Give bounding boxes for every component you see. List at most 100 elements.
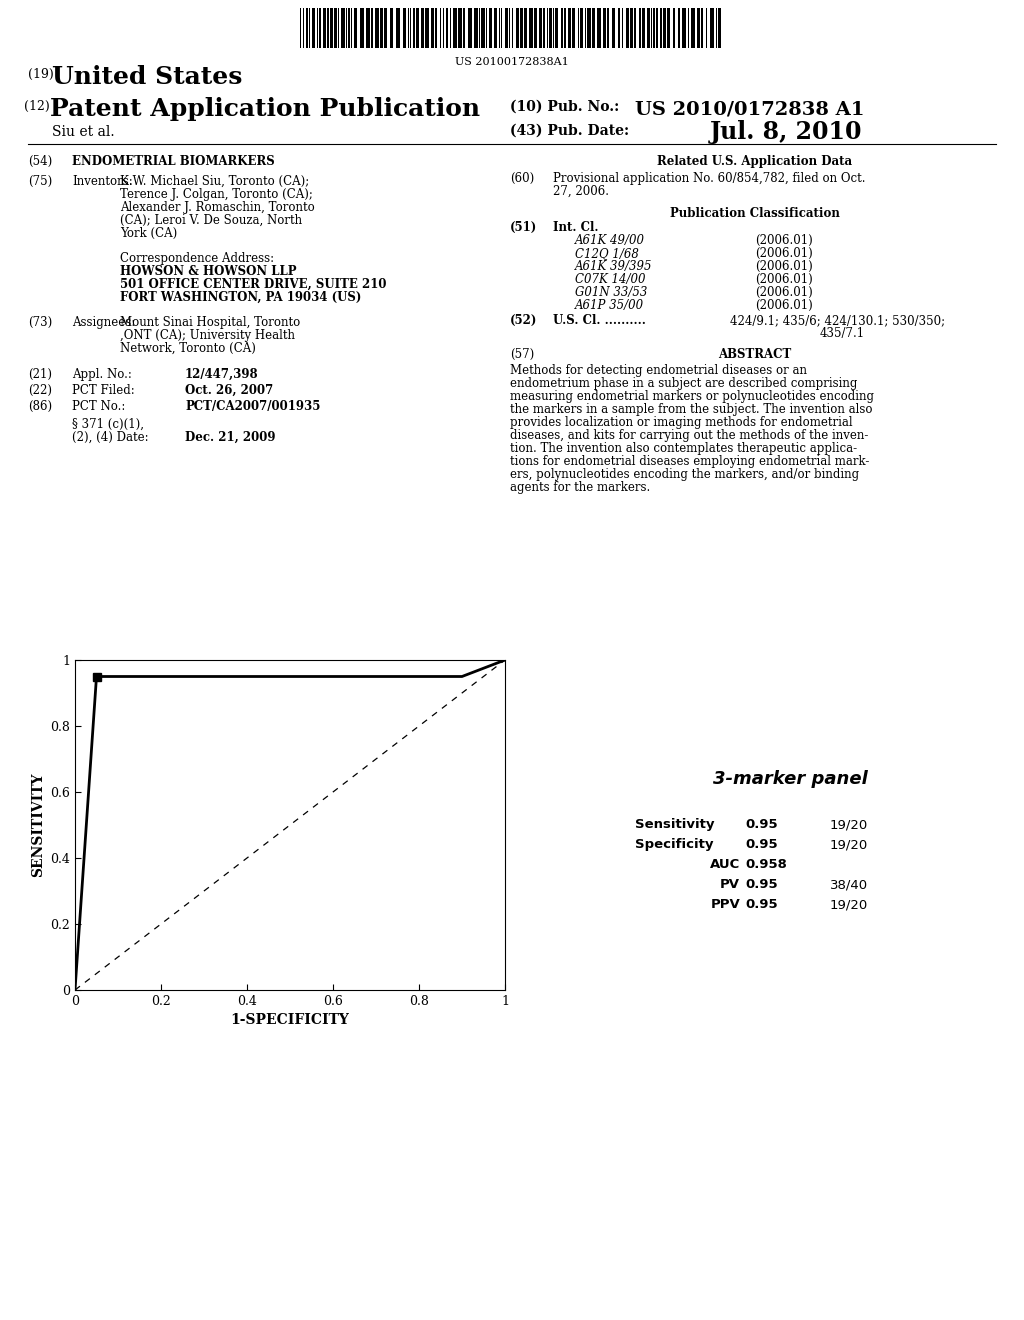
- Text: 0.95: 0.95: [745, 878, 777, 891]
- Text: Dec. 21, 2009: Dec. 21, 2009: [185, 432, 275, 444]
- Bar: [390, 8, 393, 48]
- Bar: [572, 8, 575, 48]
- Text: (2006.01): (2006.01): [755, 247, 813, 260]
- Text: (19): (19): [28, 69, 53, 81]
- Bar: [425, 8, 429, 48]
- Text: Provisional application No. 60/854,782, filed on Oct.: Provisional application No. 60/854,782, …: [553, 172, 865, 185]
- Text: Terence J. Colgan, Toronto (CA);: Terence J. Colgan, Toronto (CA);: [120, 187, 313, 201]
- Bar: [587, 8, 591, 48]
- Text: (75): (75): [28, 176, 52, 187]
- Bar: [421, 8, 424, 48]
- Text: PCT/CA2007/001935: PCT/CA2007/001935: [185, 400, 321, 413]
- Text: Alexander J. Romaschin, Toronto: Alexander J. Romaschin, Toronto: [120, 201, 314, 214]
- Bar: [718, 8, 721, 48]
- Bar: [667, 8, 670, 48]
- Bar: [682, 8, 686, 48]
- Text: US 2010/0172838 A1: US 2010/0172838 A1: [635, 100, 864, 117]
- Text: Inventors:: Inventors:: [72, 176, 133, 187]
- Text: 0.958: 0.958: [745, 858, 786, 871]
- Bar: [564, 8, 566, 48]
- Text: Methods for detecting endometrial diseases or an: Methods for detecting endometrial diseas…: [510, 364, 807, 378]
- Text: (21): (21): [28, 368, 52, 381]
- Text: U.S. Cl. ..........: U.S. Cl. ..........: [553, 314, 646, 327]
- Bar: [416, 8, 419, 48]
- Text: Related U.S. Application Data: Related U.S. Application Data: [657, 154, 853, 168]
- Text: diseases, and kits for carrying out the methods of the inven-: diseases, and kits for carrying out the …: [510, 429, 868, 442]
- Bar: [534, 8, 537, 48]
- Bar: [639, 8, 641, 48]
- Text: tion. The invention also contemplates therapeutic applica-: tion. The invention also contemplates th…: [510, 442, 857, 455]
- Bar: [396, 8, 400, 48]
- Text: ,ONT (CA); University Health: ,ONT (CA); University Health: [120, 329, 295, 342]
- Text: A61K 49/00: A61K 49/00: [575, 234, 645, 247]
- Text: 0.95: 0.95: [745, 838, 777, 851]
- Text: (86): (86): [28, 400, 52, 413]
- Text: 19/20: 19/20: [830, 898, 868, 911]
- Text: A61P 35/00: A61P 35/00: [575, 300, 644, 312]
- Bar: [481, 8, 485, 48]
- Bar: [380, 8, 383, 48]
- Text: Patent Application Publication: Patent Application Publication: [50, 96, 480, 121]
- Bar: [597, 8, 601, 48]
- Text: PCT No.:: PCT No.:: [72, 400, 125, 413]
- Bar: [568, 8, 571, 48]
- Text: PCT Filed:: PCT Filed:: [72, 384, 135, 397]
- Bar: [520, 8, 523, 48]
- Bar: [529, 8, 534, 48]
- Bar: [334, 8, 337, 48]
- Bar: [384, 8, 387, 48]
- Bar: [341, 8, 345, 48]
- Bar: [607, 8, 609, 48]
- Text: Network, Toronto (CA): Network, Toronto (CA): [120, 342, 256, 355]
- Bar: [360, 8, 364, 48]
- Text: (57): (57): [510, 348, 535, 360]
- Bar: [319, 8, 321, 48]
- Bar: [653, 8, 655, 48]
- Text: 19/20: 19/20: [830, 818, 868, 832]
- Text: (51): (51): [510, 220, 538, 234]
- Text: ers, polynucleotides encoding the markers, and/or binding: ers, polynucleotides encoding the marker…: [510, 469, 859, 480]
- Bar: [463, 8, 465, 48]
- Text: United States: United States: [52, 65, 243, 88]
- Text: PV: PV: [720, 878, 740, 891]
- Bar: [656, 8, 658, 48]
- Text: York (CA): York (CA): [120, 227, 177, 240]
- Y-axis label: SENSITIVITY: SENSITIVITY: [31, 772, 45, 878]
- Text: Assignees:: Assignees:: [72, 315, 135, 329]
- Text: § 371 (c)(1),: § 371 (c)(1),: [72, 418, 144, 432]
- Bar: [403, 8, 406, 48]
- Text: measuring endometrial markers or polynucleotides encoding: measuring endometrial markers or polynuc…: [510, 389, 874, 403]
- Text: (12): (12): [24, 100, 50, 114]
- Bar: [634, 8, 636, 48]
- Bar: [371, 8, 373, 48]
- Text: Mount Sinai Hospital, Toronto: Mount Sinai Hospital, Toronto: [120, 315, 300, 329]
- Bar: [663, 8, 666, 48]
- Bar: [435, 8, 437, 48]
- Bar: [366, 8, 370, 48]
- Text: Specificity: Specificity: [635, 838, 714, 851]
- Bar: [630, 8, 633, 48]
- Bar: [673, 8, 675, 48]
- Bar: [516, 8, 519, 48]
- Text: Correspondence Address:: Correspondence Address:: [120, 252, 274, 265]
- Text: the markers in a sample from the subject. The invention also: the markers in a sample from the subject…: [510, 403, 872, 416]
- Text: ABSTRACT: ABSTRACT: [719, 348, 792, 360]
- Text: (2006.01): (2006.01): [755, 300, 813, 312]
- Bar: [524, 8, 527, 48]
- Text: provides localization or imaging methods for endometrial: provides localization or imaging methods…: [510, 416, 853, 429]
- Bar: [413, 8, 415, 48]
- Bar: [580, 8, 583, 48]
- Text: 0.95: 0.95: [745, 818, 777, 832]
- Text: Appl. No.:: Appl. No.:: [72, 368, 132, 381]
- Text: HOWSON & HOWSON LLP: HOWSON & HOWSON LLP: [120, 265, 297, 279]
- Bar: [348, 8, 350, 48]
- Bar: [505, 8, 508, 48]
- Bar: [678, 8, 680, 48]
- Text: (2006.01): (2006.01): [755, 234, 813, 247]
- Text: 12/447,398: 12/447,398: [185, 368, 259, 381]
- Bar: [710, 8, 714, 48]
- Bar: [474, 8, 478, 48]
- Text: 424/9.1; 435/6; 424/130.1; 530/350;: 424/9.1; 435/6; 424/130.1; 530/350;: [730, 314, 945, 327]
- Text: 27, 2006.: 27, 2006.: [553, 185, 609, 198]
- Bar: [354, 8, 357, 48]
